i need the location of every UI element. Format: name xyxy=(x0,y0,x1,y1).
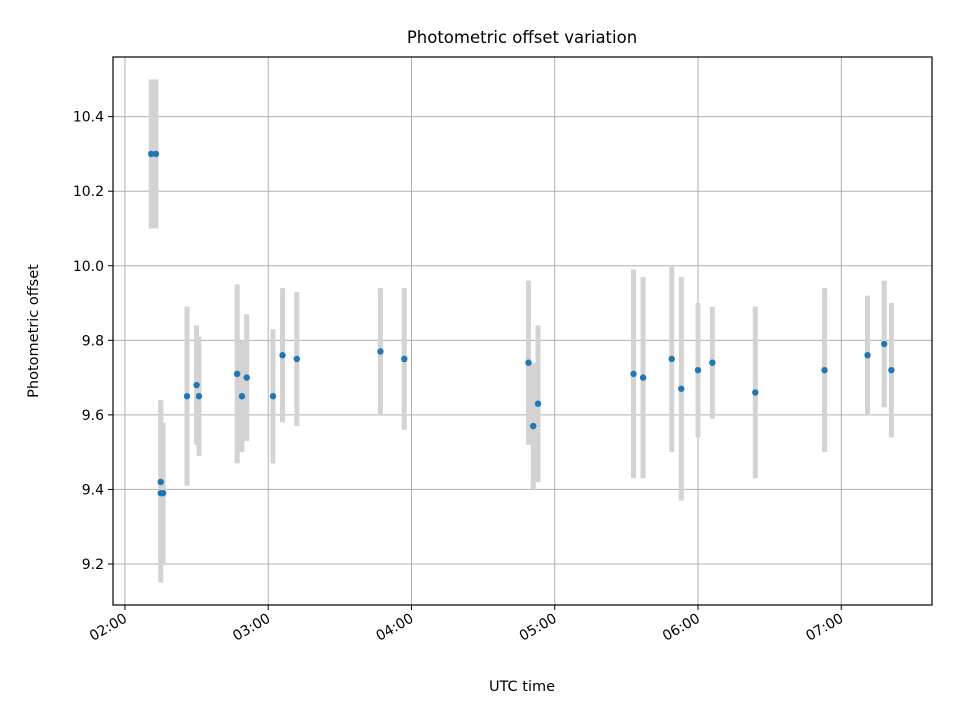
data-point xyxy=(821,366,828,374)
x-tick-label: 04:00 xyxy=(374,611,417,645)
data-point xyxy=(269,393,277,400)
x-tick-label: 05:00 xyxy=(517,611,560,645)
y-tick-label: 10.4 xyxy=(73,110,104,126)
error-bars xyxy=(148,79,894,583)
data-point xyxy=(293,355,301,363)
data-point xyxy=(525,359,532,366)
y-tick-label: 9.6 xyxy=(82,408,104,424)
data-point xyxy=(233,370,241,378)
data-point xyxy=(152,150,160,158)
data-point xyxy=(752,389,759,396)
y-tick-label: 9.4 xyxy=(82,482,104,498)
x-tick-label: 07:00 xyxy=(803,611,846,645)
y-tick-label: 10.0 xyxy=(73,259,104,275)
y-axis-label: Photometric offset xyxy=(26,264,42,398)
data-point xyxy=(530,422,537,430)
plot-area-frame xyxy=(112,56,933,606)
y-axis: 9.2 9.4 9.6 9.8 10.0 10.2 10.4 xyxy=(73,110,113,573)
x-axis-label: UTC time xyxy=(489,679,555,695)
data-points xyxy=(148,150,895,497)
data-point xyxy=(157,478,164,486)
x-axis: 02:00 03:00 04:00 05:00 06:00 07:00 xyxy=(87,605,846,645)
data-point xyxy=(183,393,191,400)
data-point xyxy=(694,366,702,374)
data-point xyxy=(888,366,895,374)
chart-title: Photometric offset variation xyxy=(407,28,637,47)
data-point xyxy=(709,359,716,366)
y-tick-label: 9.8 xyxy=(82,333,104,349)
y-tick-label: 9.2 xyxy=(82,557,104,573)
x-tick-label: 02:00 xyxy=(87,611,130,645)
data-point xyxy=(193,381,200,389)
data-point xyxy=(238,393,246,400)
data-point xyxy=(639,374,647,381)
data-point xyxy=(864,352,871,359)
data-point xyxy=(668,355,675,363)
data-point xyxy=(195,393,203,400)
data-point xyxy=(534,400,542,407)
data-point xyxy=(243,374,250,381)
data-point xyxy=(148,150,155,158)
data-point xyxy=(159,489,167,497)
data-point xyxy=(678,385,685,392)
data-point xyxy=(881,340,888,348)
y-tick-label: 10.2 xyxy=(73,184,104,200)
x-tick-label: 03:00 xyxy=(230,611,273,645)
data-point xyxy=(630,370,637,378)
data-point xyxy=(377,348,384,355)
x-tick-label: 06:00 xyxy=(660,611,703,645)
data-point xyxy=(401,355,408,363)
data-point xyxy=(279,352,286,359)
